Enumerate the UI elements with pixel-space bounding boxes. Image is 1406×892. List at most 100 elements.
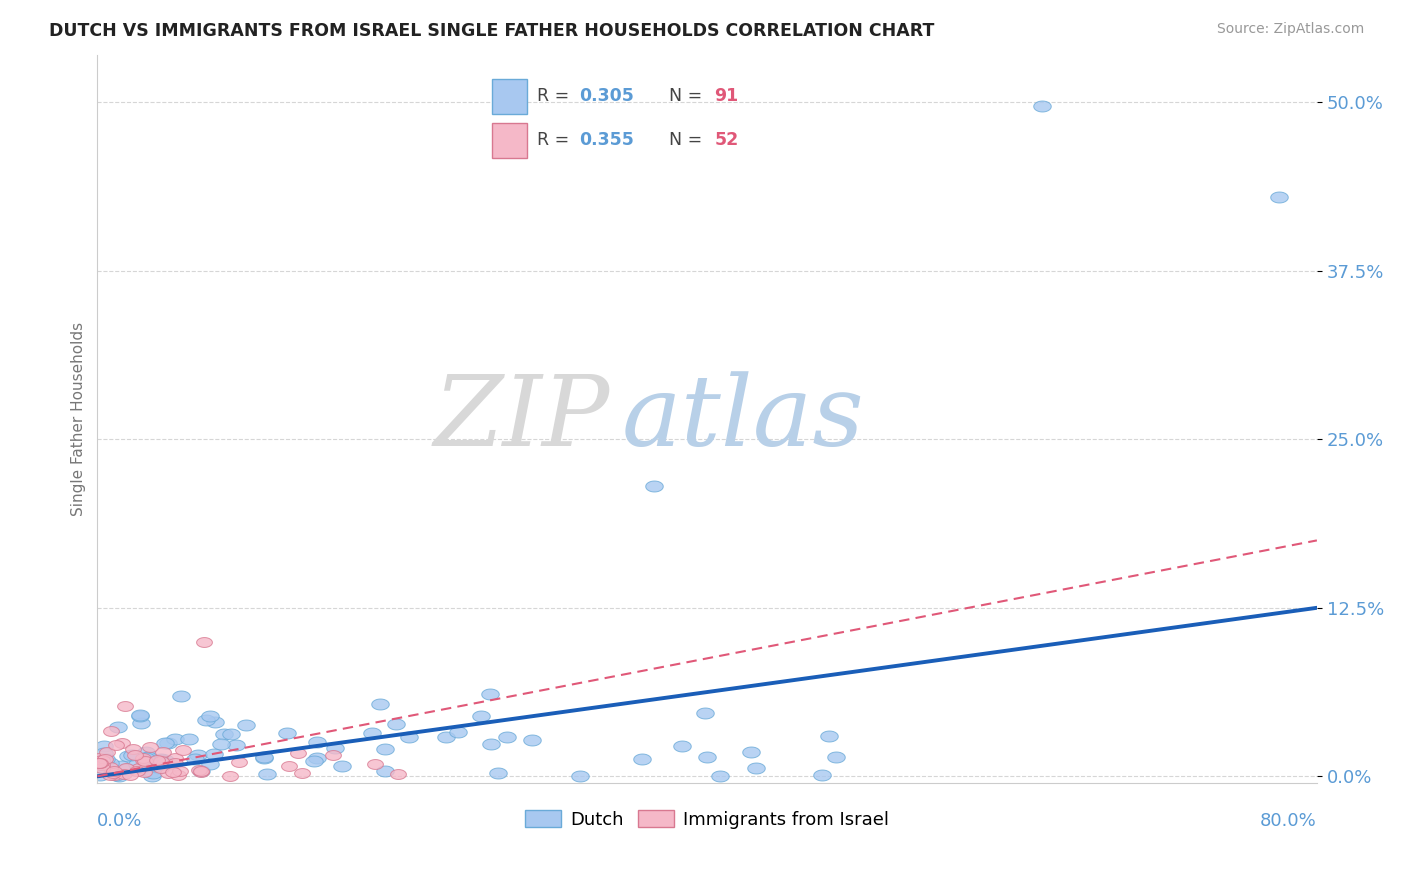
Point — [155, 736, 177, 750]
Point — [149, 752, 172, 766]
Point — [165, 751, 187, 765]
Point — [131, 751, 153, 765]
Text: atlas: atlas — [621, 371, 865, 467]
Point — [277, 759, 299, 773]
Point — [89, 756, 111, 771]
Point — [166, 768, 188, 782]
Point — [101, 766, 124, 780]
Point — [103, 764, 125, 779]
Point — [193, 634, 215, 648]
Point — [643, 479, 665, 493]
Point — [112, 767, 135, 781]
Point — [129, 715, 152, 730]
Point — [153, 753, 176, 767]
Point — [172, 743, 194, 757]
Point — [90, 753, 112, 767]
Point — [129, 709, 152, 723]
Point — [156, 765, 179, 780]
Point — [1268, 189, 1291, 203]
Point — [150, 754, 173, 768]
Point — [120, 768, 142, 782]
Point — [709, 769, 731, 783]
Point — [122, 742, 145, 756]
Point — [165, 731, 187, 746]
Point — [374, 742, 396, 756]
Point — [107, 720, 129, 734]
Point — [486, 766, 509, 780]
Point — [117, 749, 139, 764]
Point — [141, 765, 163, 780]
Point — [744, 761, 766, 775]
Point — [87, 757, 110, 772]
Point — [143, 753, 166, 767]
Point — [470, 709, 492, 723]
Text: ZIP: ZIP — [433, 371, 610, 467]
Point — [195, 713, 218, 727]
Point — [91, 761, 114, 775]
Point — [162, 765, 184, 780]
Point — [740, 746, 762, 760]
Point — [132, 764, 155, 779]
Point — [323, 740, 346, 755]
Point — [219, 727, 242, 741]
Point — [252, 750, 274, 764]
Text: DUTCH VS IMMIGRANTS FROM ISRAEL SINGLE FATHER HOUSEHOLDS CORRELATION CHART: DUTCH VS IMMIGRANTS FROM ISRAEL SINGLE F… — [49, 22, 935, 40]
Point — [387, 766, 409, 780]
Point — [256, 767, 278, 781]
Point — [322, 748, 344, 763]
Point — [139, 739, 162, 754]
Point — [114, 699, 136, 714]
Point — [202, 747, 225, 761]
Point — [696, 749, 718, 764]
Point — [163, 756, 186, 771]
Point — [100, 724, 122, 739]
Point — [110, 759, 132, 773]
Point — [136, 750, 159, 764]
Point — [157, 736, 180, 750]
Point — [368, 698, 391, 712]
Point — [104, 739, 127, 753]
Point — [190, 764, 212, 778]
Point — [135, 751, 157, 765]
Point — [128, 761, 150, 775]
Point — [179, 732, 201, 747]
Point — [139, 765, 162, 780]
Point — [235, 718, 257, 732]
Point — [434, 730, 457, 744]
Point — [145, 753, 167, 767]
Point — [198, 709, 221, 723]
Point — [93, 751, 115, 765]
Point — [89, 767, 111, 781]
Point — [114, 761, 136, 775]
Point — [96, 752, 118, 766]
Point — [145, 756, 167, 771]
Point — [364, 757, 387, 772]
Point — [141, 769, 163, 783]
Point — [307, 735, 329, 749]
Text: 0.0%: 0.0% — [97, 812, 143, 830]
Point — [811, 768, 834, 782]
Text: Source: ZipAtlas.com: Source: ZipAtlas.com — [1216, 22, 1364, 37]
Point — [108, 769, 131, 783]
Point — [153, 756, 176, 771]
Point — [128, 762, 150, 776]
Point — [209, 737, 232, 751]
Point — [291, 766, 314, 780]
Point — [134, 754, 156, 768]
Point — [253, 751, 276, 765]
Point — [385, 717, 408, 731]
Point — [127, 756, 149, 771]
Point — [115, 762, 138, 776]
Point — [398, 730, 420, 744]
Point — [228, 755, 250, 769]
Point — [276, 726, 298, 740]
Point — [447, 725, 470, 739]
Point — [219, 769, 242, 783]
Point — [93, 757, 115, 772]
Point — [479, 738, 502, 752]
Point — [115, 764, 138, 779]
Point — [121, 748, 143, 763]
Y-axis label: Single Father Households: Single Father Households — [72, 322, 86, 516]
Point — [98, 767, 121, 781]
Point — [631, 752, 654, 766]
